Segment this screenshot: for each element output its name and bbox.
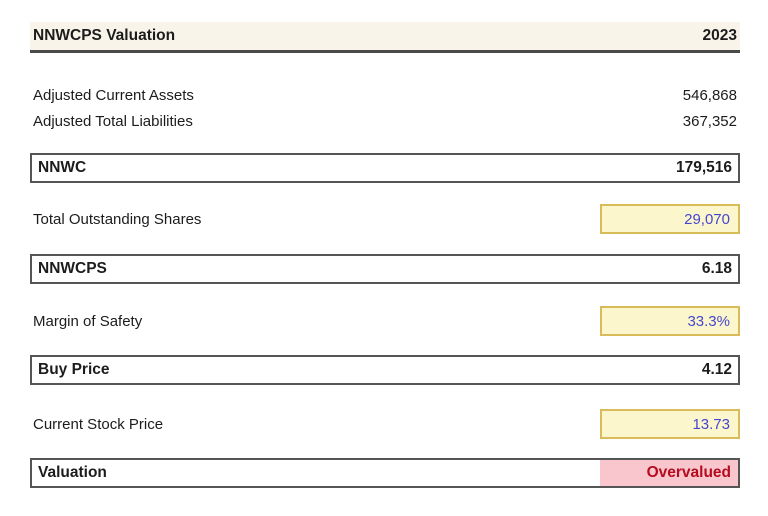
row-nnwc: NNWC 179,516 (30, 153, 740, 183)
row-total-outstanding-shares: Total Outstanding Shares 29,070 (30, 204, 740, 234)
current-stock-price-label: Current Stock Price (33, 415, 164, 433)
row-valuation: Valuation Overvalued (30, 458, 740, 488)
total-outstanding-shares-input[interactable]: 29,070 (600, 204, 740, 234)
page-title: NNWCPS Valuation (33, 27, 176, 44)
nnwcps-value: 6.18 (701, 260, 732, 277)
margin-of-safety-label: Margin of Safety (33, 312, 143, 330)
adjusted-current-assets-value: 546,868 (682, 86, 737, 104)
buy-price-value: 4.12 (701, 361, 732, 378)
header-row: NNWCPS Valuation 2023 (30, 22, 740, 53)
valuation-label: Valuation (38, 464, 107, 481)
row-current-stock-price: Current Stock Price 13.73 (30, 409, 740, 439)
row-buy-price: Buy Price 4.12 (30, 355, 740, 385)
current-stock-price-value: 13.73 (692, 415, 730, 433)
row-adjusted-total-liabilities: Adjusted Total Liabilities 367,352 (30, 109, 740, 133)
header-year: 2023 (702, 27, 737, 44)
adjusted-total-liabilities-value: 367,352 (682, 112, 737, 130)
total-outstanding-shares-label: Total Outstanding Shares (33, 210, 202, 228)
row-adjusted-current-assets: Adjusted Current Assets 546,868 (30, 83, 740, 107)
margin-of-safety-input[interactable]: 33.3% (600, 306, 740, 336)
buy-price-label: Buy Price (38, 361, 110, 378)
current-stock-price-input[interactable]: 13.73 (600, 409, 740, 439)
nnwc-value: 179,516 (675, 159, 732, 176)
valuation-status-badge: Overvalued (600, 460, 738, 486)
total-outstanding-shares-value: 29,070 (684, 210, 730, 228)
row-nnwcps: NNWCPS 6.18 (30, 254, 740, 284)
adjusted-total-liabilities-label: Adjusted Total Liabilities (33, 112, 193, 130)
nnwc-label: NNWC (38, 159, 87, 176)
nnwcps-label: NNWCPS (38, 260, 107, 277)
valuation-status-text: Overvalued (646, 464, 731, 481)
adjusted-current-assets-label: Adjusted Current Assets (33, 86, 194, 104)
row-margin-of-safety: Margin of Safety 33.3% (30, 306, 740, 336)
margin-of-safety-value: 33.3% (687, 312, 730, 330)
